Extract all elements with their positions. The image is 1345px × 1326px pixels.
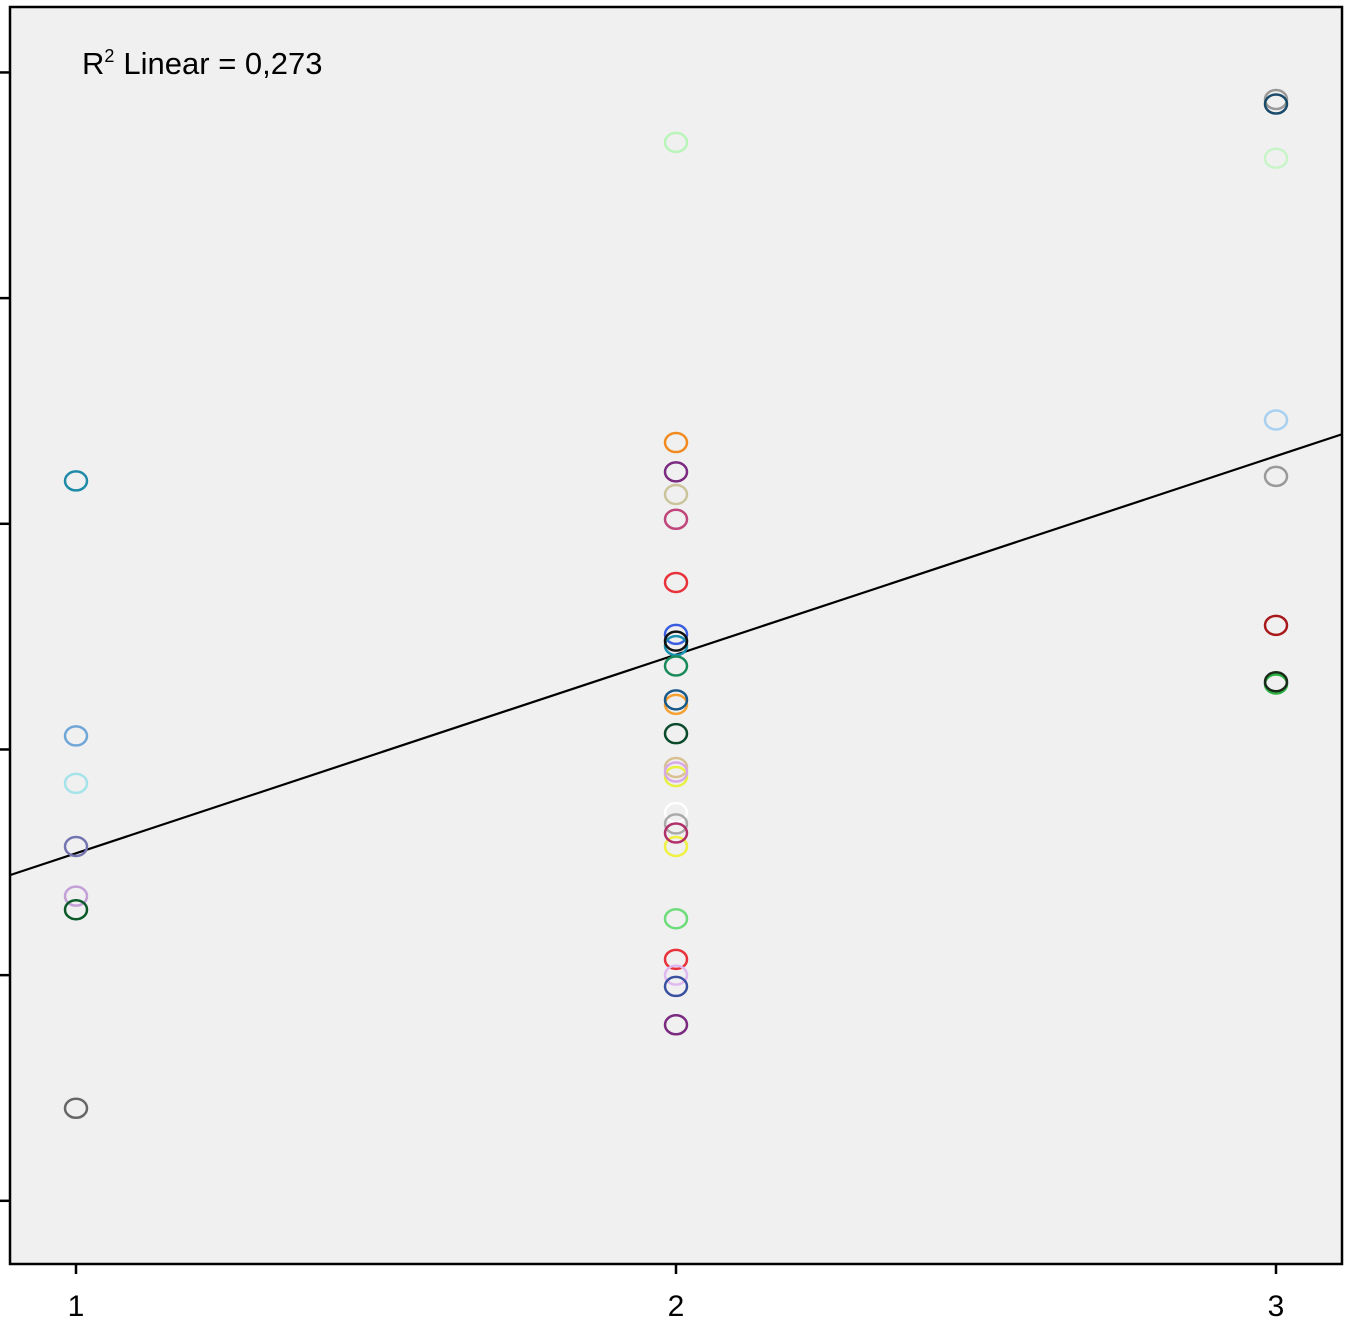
x-axis-tick-labels: 1 2 3 <box>68 1290 1285 1323</box>
x-tick-label-2: 3 <box>1268 1290 1285 1323</box>
data-point-24 <box>663 813 689 835</box>
data-point-35 <box>1263 409 1289 431</box>
x-tick-label-0: 1 <box>68 1290 85 1323</box>
x-tick-label-1: 2 <box>668 1290 685 1323</box>
data-point-15 <box>663 630 689 652</box>
data-point-23 <box>663 801 689 824</box>
data-point-19 <box>663 722 689 745</box>
data-point-29 <box>663 964 689 986</box>
data-point-31 <box>663 1014 689 1036</box>
data-point-22 <box>663 761 689 783</box>
data-point-16 <box>663 655 689 677</box>
data-point-27 <box>663 907 689 930</box>
data-point-9 <box>663 461 689 483</box>
data-point-4 <box>63 885 89 907</box>
data-point-12 <box>663 571 689 594</box>
data-point-1 <box>63 725 89 747</box>
data-point-13 <box>663 623 689 646</box>
data-point-0 <box>63 470 89 492</box>
data-point-39 <box>1263 671 1289 693</box>
data-point-3 <box>63 835 89 858</box>
data-point-25 <box>663 835 689 858</box>
data-points <box>63 88 1289 1120</box>
data-point-11 <box>663 508 689 531</box>
data-point-5 <box>63 898 89 921</box>
r-squared-annotation: R2 Linear = 0,273 <box>82 46 322 81</box>
data-point-33 <box>1263 93 1289 115</box>
data-point-10 <box>663 483 689 506</box>
y-axis-ticks <box>0 71 10 1203</box>
data-point-37 <box>1263 614 1289 637</box>
data-point-7 <box>663 131 689 154</box>
data-point-18 <box>663 689 689 711</box>
data-point-30 <box>663 975 689 998</box>
data-point-28 <box>663 948 689 971</box>
data-point-26 <box>663 822 689 844</box>
data-point-2 <box>63 772 89 795</box>
data-point-34 <box>1263 147 1289 169</box>
data-point-36 <box>1263 465 1289 488</box>
x-axis-ticks <box>74 1264 1278 1274</box>
data-point-8 <box>663 431 689 454</box>
data-point-6 <box>63 1097 89 1120</box>
